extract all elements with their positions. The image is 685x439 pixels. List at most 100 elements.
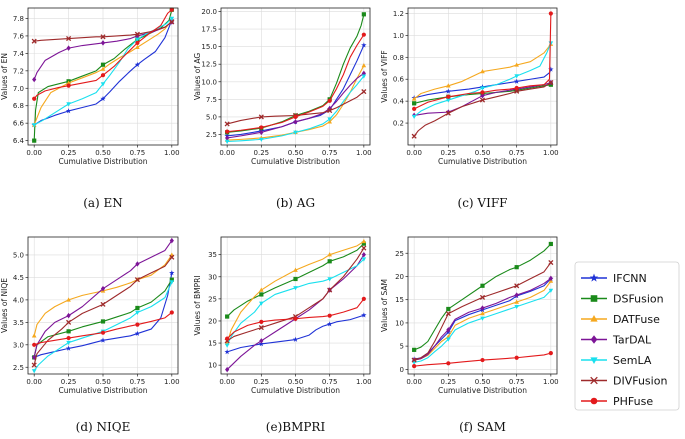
point-phfuse bbox=[480, 357, 485, 363]
point-divfusion bbox=[134, 31, 140, 37]
legend-item-datfuse: DATFuse bbox=[581, 313, 660, 326]
y-tick-label: 0 bbox=[400, 366, 404, 374]
point-semla bbox=[66, 102, 71, 107]
y-tick-label: 20.0 bbox=[201, 8, 217, 16]
point-phfuse bbox=[548, 11, 553, 16]
point-divfusion bbox=[66, 319, 72, 325]
point-tardal bbox=[361, 251, 366, 258]
series-line-datfuse bbox=[414, 280, 552, 361]
point-ifcnn bbox=[445, 88, 452, 94]
point-ifcnn bbox=[361, 312, 367, 318]
legend-marker bbox=[590, 357, 598, 364]
point-datfuse bbox=[361, 238, 367, 244]
point-semla bbox=[446, 98, 451, 103]
legend-marker bbox=[590, 295, 598, 302]
series-line-dsfusion bbox=[33, 279, 173, 358]
point-dsfusion bbox=[259, 292, 264, 297]
point-divfusion bbox=[479, 294, 486, 300]
point-tardal bbox=[293, 119, 298, 125]
point-ifcnn bbox=[292, 336, 299, 342]
legend-label: DIVFusion bbox=[613, 375, 667, 388]
point-phfuse bbox=[293, 316, 298, 321]
series-line-phfuse bbox=[226, 298, 365, 340]
chart-sam: 0.00 0.25 0.50 0.75 1.00 0 5 10 15 20 25 Cumulative… bbox=[380, 236, 559, 434]
x-axis-label: Cumulative Distribution bbox=[251, 157, 340, 166]
point-semla bbox=[327, 117, 332, 122]
grid bbox=[28, 237, 178, 374]
point-phfuse bbox=[327, 313, 332, 318]
x-tick-label: 0.25 bbox=[61, 378, 77, 386]
point-datfuse bbox=[514, 62, 519, 67]
point-semla bbox=[135, 310, 140, 315]
point-phfuse bbox=[361, 32, 366, 37]
point-divfusion bbox=[327, 287, 333, 293]
legend-item-ifcnn: IFCNN bbox=[581, 272, 647, 285]
x-tick-label: 0.50 bbox=[288, 378, 304, 386]
point-semla bbox=[66, 340, 71, 346]
point-semla bbox=[480, 86, 485, 91]
x-axis-label: Cumulative Distribution bbox=[59, 157, 148, 166]
point-ifcnn bbox=[100, 337, 106, 343]
point-divfusion bbox=[258, 325, 264, 331]
y-tick-label: 1.0 bbox=[393, 32, 404, 40]
y-tick-label: 10 bbox=[208, 362, 217, 370]
point-phfuse bbox=[100, 73, 106, 78]
point-divfusion bbox=[169, 19, 175, 25]
y-tick-label: 7.6 bbox=[13, 32, 25, 40]
point-tardal bbox=[169, 237, 174, 244]
legend-label: DATFuse bbox=[613, 313, 660, 326]
point-dsfusion bbox=[412, 101, 417, 106]
point-semla bbox=[327, 277, 332, 282]
point-ifcnn bbox=[65, 108, 72, 114]
chart-bmpri: 0.00 0.25 0.50 0.75 1.00 10 15 20 25 30 35 Cumulati… bbox=[193, 236, 372, 434]
point-dsfusion bbox=[327, 259, 332, 264]
y-tick-label: 12.5 bbox=[201, 61, 217, 69]
y-tick-label: 15.0 bbox=[201, 43, 217, 51]
point-dsfusion bbox=[32, 138, 37, 143]
y-tick-label: 7.4 bbox=[13, 50, 25, 58]
series-group bbox=[224, 12, 367, 145]
x-tick-label: 0.75 bbox=[130, 149, 146, 157]
y-axis-label: Values of SAM bbox=[380, 279, 389, 332]
series-line-dsfusion bbox=[226, 243, 365, 317]
y-tick-label: 0.6 bbox=[393, 76, 405, 84]
x-tick-label: 0.50 bbox=[288, 149, 304, 157]
chart-ag: 0.00 0.25 0.50 0.75 1.00 2.5 5.0 7.5 10.0 12.5 15.… bbox=[193, 7, 372, 210]
point-semla bbox=[169, 16, 175, 21]
point-datfuse bbox=[480, 311, 485, 316]
x-tick-label: 0.25 bbox=[441, 378, 457, 386]
point-divfusion bbox=[327, 108, 333, 114]
chart-niqe: 0.00 0.25 0.50 0.75 1.00 2.5 3.0 3.5 4.0 4.5 5.0 Cu… bbox=[0, 236, 180, 434]
y-axis-label: Values of NIQE bbox=[0, 278, 9, 333]
x-tick-label: 0.25 bbox=[61, 149, 77, 157]
y-tick-label: 35 bbox=[208, 251, 217, 259]
point-semla bbox=[514, 304, 519, 310]
point-dsfusion bbox=[100, 62, 106, 67]
y-tick-label: 5 bbox=[400, 343, 404, 351]
point-divfusion bbox=[169, 254, 175, 260]
y-tick-label: 25 bbox=[208, 295, 217, 303]
point-semla bbox=[31, 369, 37, 374]
point-semla bbox=[293, 130, 298, 135]
point-semla bbox=[446, 337, 451, 342]
x-tick-label: 0.25 bbox=[441, 149, 457, 157]
point-divfusion bbox=[361, 89, 367, 95]
y-tick-label: 6.4 bbox=[13, 137, 25, 145]
point-phfuse bbox=[169, 7, 174, 12]
legend-marker bbox=[590, 397, 598, 405]
point-phfuse bbox=[32, 342, 37, 347]
point-tardal bbox=[225, 135, 230, 141]
point-semla bbox=[259, 137, 264, 142]
point-phfuse bbox=[169, 310, 174, 315]
y-tick-label: 10.0 bbox=[201, 78, 217, 86]
point-semla bbox=[361, 74, 367, 79]
point-semla bbox=[548, 288, 554, 293]
point-dsfusion bbox=[480, 283, 485, 288]
series-line-semla bbox=[414, 290, 552, 363]
y-tick-label: 6.8 bbox=[13, 102, 24, 110]
point-dsfusion bbox=[66, 329, 71, 334]
point-tardal bbox=[66, 312, 71, 319]
point-tardal bbox=[225, 366, 230, 373]
point-tardal bbox=[66, 45, 71, 51]
x-tick-label: 1.00 bbox=[164, 149, 180, 157]
